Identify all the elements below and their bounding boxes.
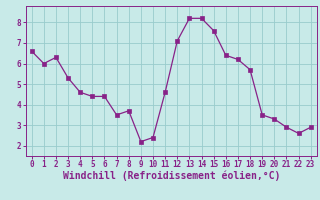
X-axis label: Windchill (Refroidissement éolien,°C): Windchill (Refroidissement éolien,°C) — [62, 171, 280, 181]
